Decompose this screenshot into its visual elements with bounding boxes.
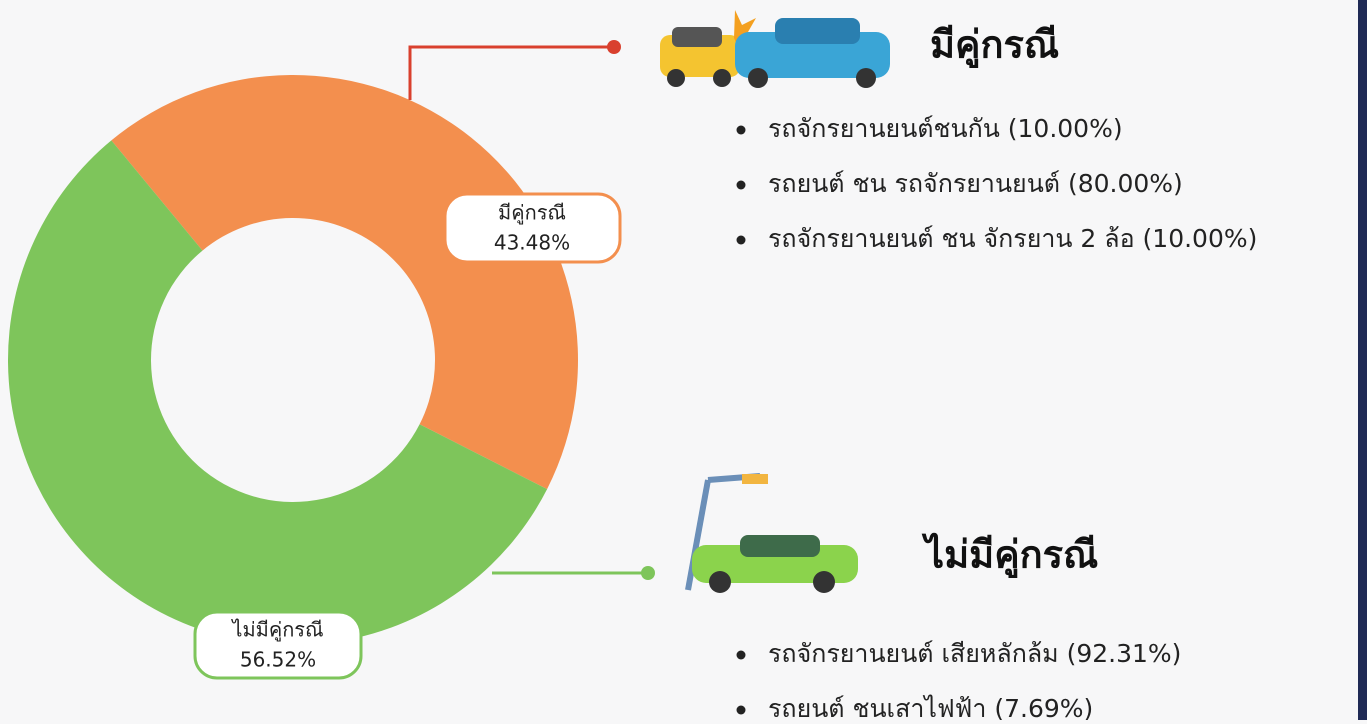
group-item: รถจักรยานยนต์ เสียหลักล้ม (92.31%) bbox=[768, 639, 1181, 668]
bullet bbox=[736, 705, 746, 715]
group-item: รถยนต์ ชนเสาไฟฟ้า (7.69%) bbox=[768, 694, 1093, 720]
bullet bbox=[736, 180, 746, 190]
group-item: รถจักรยานยนต์ชนกัน (10.00%) bbox=[768, 114, 1123, 143]
group-item: รถจักรยานยนต์ ชน จักรยาน 2 ล้อ (10.00%) bbox=[768, 224, 1257, 253]
crash-icon bbox=[660, 10, 890, 88]
group-item: รถยนต์ ชน รถจักรยานยนต์ (80.00%) bbox=[768, 169, 1183, 198]
bullet bbox=[736, 125, 746, 135]
leader-dot bbox=[607, 40, 621, 54]
slice-label: ไม่มีคู่กรณี bbox=[230, 618, 323, 643]
slice bbox=[7, 140, 548, 646]
slice-value: 43.48% bbox=[494, 231, 570, 255]
group-title: มีคู่กรณี bbox=[930, 23, 1059, 69]
notes: มีคู่กรณีรถจักรยานยนต์ชนกัน (10.00%) รถยน… bbox=[736, 23, 1257, 723]
pole-icon bbox=[685, 473, 858, 593]
bullet bbox=[736, 650, 746, 660]
donut bbox=[7, 75, 578, 646]
leader-line bbox=[408, 45, 614, 100]
slice-label: มีคู่กรณี bbox=[498, 201, 566, 226]
label-box bbox=[193, 610, 363, 680]
group-title: ไม่มีคู่กรณี bbox=[921, 533, 1098, 579]
leader-dot bbox=[641, 566, 655, 580]
slice bbox=[111, 75, 578, 490]
side-border bbox=[1358, 0, 1367, 720]
bullet bbox=[736, 235, 746, 245]
slice-value: 56.52% bbox=[240, 648, 316, 672]
label-box bbox=[443, 192, 622, 264]
